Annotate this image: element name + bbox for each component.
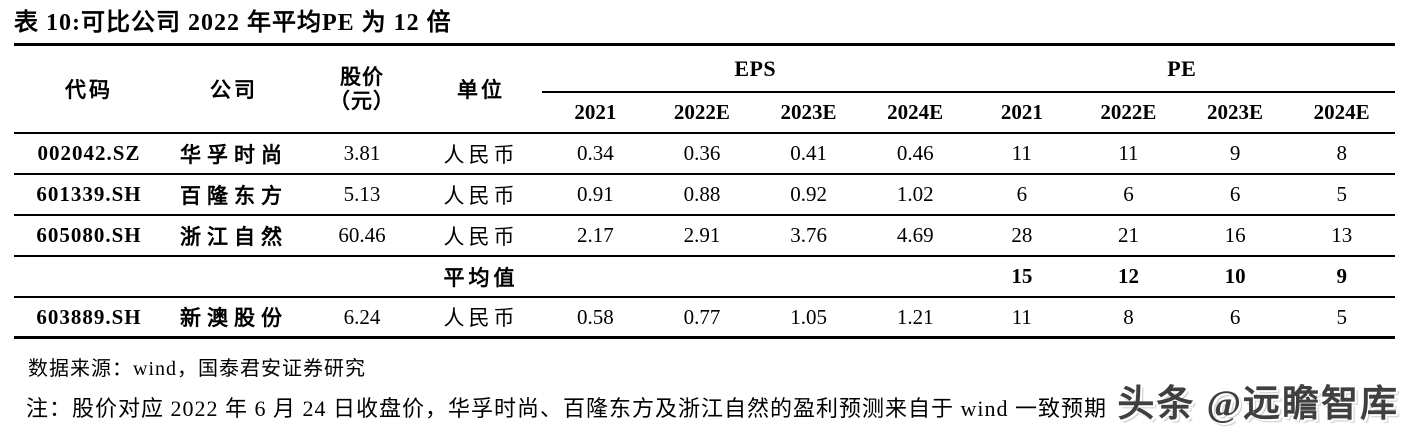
- cell-code: 601339.SH: [36, 182, 142, 206]
- cell-company: 百隆东方: [180, 183, 288, 208]
- cell-pe-2024e: 5: [1336, 182, 1347, 206]
- table-header: 代码 公司 股价 （元） 单位 EPS PE 2021 2022E 2023E …: [14, 46, 1395, 134]
- col-header-pe-2024e: 2024E: [1313, 100, 1370, 124]
- cell-eps-2024e: 1.21: [896, 304, 934, 329]
- col-header-eps-2021: 2021: [574, 100, 617, 124]
- table-title: 表 10:可比公司 2022 年平均PE 为 12 倍: [14, 10, 452, 36]
- cell-pe-2023e: 16: [1224, 223, 1246, 247]
- col-header-price-line2: （元）: [329, 89, 395, 113]
- col-header-pe-2023e: 2023E: [1207, 100, 1264, 124]
- cell-unit: 人民币: [443, 183, 519, 208]
- cell-eps-2022e: 2.91: [683, 223, 721, 247]
- col-header-price: 股价 （元）: [304, 46, 420, 132]
- cell-unit: 人民币: [443, 224, 519, 249]
- cell-pe-2021: 11: [1011, 304, 1032, 329]
- cell-eps-2022e: 0.36: [683, 141, 721, 165]
- col-header-eps-2022e: 2022E: [673, 100, 730, 124]
- cell-pe-2021: 28: [1011, 223, 1033, 247]
- cell-pe-2024e: 5: [1336, 304, 1347, 329]
- cell-eps-2023e: 3.76: [790, 223, 827, 247]
- cell-pe-2024e: 9: [1336, 264, 1347, 288]
- cell-unit: 人民币: [443, 142, 519, 167]
- cell-code: 002042.SZ: [37, 141, 141, 165]
- cell-price: 3.81: [343, 141, 381, 165]
- cell-average-label: 平均值: [443, 265, 519, 290]
- comparable-companies-table: 代码 公司 股价 （元） 单位 EPS PE 2021 2022E 2023E …: [14, 46, 1395, 339]
- col-header-eps-2023e: 2023E: [780, 100, 837, 124]
- col-group-pe: PE: [968, 46, 1395, 93]
- cell-eps-2022e: 0.88: [683, 182, 721, 206]
- col-header-pe-2022e: 2022E: [1100, 100, 1157, 124]
- cell-company: 新澳股份: [180, 306, 288, 330]
- cell-eps-2021: 0.91: [576, 182, 614, 206]
- cell-pe-2023e: 9: [1229, 141, 1241, 165]
- cell-pe-2023e: 10: [1224, 264, 1246, 288]
- cell-eps-2021: 2.17: [576, 223, 614, 247]
- cell-pe-2022e: 11: [1118, 141, 1139, 165]
- table-row: 605080.SH 浙江自然 60.46 人民币 2.17 2.91 3.76 …: [14, 216, 1395, 257]
- cell-pe-2023e: 6: [1229, 304, 1241, 329]
- cell-code: 605080.SH: [36, 223, 142, 247]
- cell-company: 华孚时尚: [180, 142, 288, 167]
- cell-company: 浙江自然: [180, 224, 288, 249]
- toutiao-watermark: 头条 @远瞻智库: [1117, 384, 1399, 425]
- cell-unit: 人民币: [443, 306, 519, 330]
- col-header-company: 公司: [210, 78, 258, 102]
- cell-eps-2023e: 0.41: [790, 141, 827, 165]
- table-row: 603889.SH 新澳股份 6.24 人民币 0.58 0.77 1.05 1…: [14, 298, 1395, 339]
- col-header-price-line1: 股价: [340, 65, 384, 89]
- cell-pe-2024e: 13: [1331, 223, 1353, 247]
- cell-eps-2021: 0.34: [576, 141, 614, 165]
- data-source-line: 数据来源：wind，国泰君安证券研究: [28, 358, 366, 380]
- cell-code: 603889.SH: [36, 304, 142, 329]
- cell-eps-2021: 0.58: [576, 304, 614, 329]
- cell-pe-2021: 15: [1011, 264, 1033, 288]
- cell-price: 6.24: [343, 304, 381, 329]
- cell-eps-2023e: 0.92: [790, 182, 827, 206]
- col-group-eps: EPS: [542, 46, 969, 93]
- cell-pe-2022e: 12: [1117, 264, 1139, 288]
- cell-eps-2023e: 1.05: [790, 304, 827, 329]
- footnote: 注：股价对应 2022 年 6 月 24 日收盘价，华孚时尚、百隆东方及浙江自然…: [26, 396, 1108, 421]
- table-row: 601339.SH 百隆东方 5.13 人民币 0.91 0.88 0.92 1…: [14, 175, 1395, 216]
- cell-pe-2021: 6: [1016, 182, 1028, 206]
- cell-eps-2024e: 4.69: [896, 223, 934, 247]
- cell-price: 60.46: [338, 223, 386, 247]
- cell-pe-2022e: 8: [1123, 304, 1134, 329]
- col-header-unit: 单位: [457, 78, 505, 102]
- cell-pe-2022e: 21: [1117, 223, 1139, 247]
- table-row-average: 平均值 15 12 10 9: [14, 257, 1395, 298]
- col-header-eps-2024e: 2024E: [887, 100, 944, 124]
- cell-eps-2024e: 0.46: [896, 141, 934, 165]
- table-row: 002042.SZ 华孚时尚 3.81 人民币 0.34 0.36 0.41 0…: [14, 134, 1395, 175]
- col-header-code: 代码: [65, 78, 113, 102]
- cell-pe-2021: 11: [1011, 141, 1032, 165]
- cell-price: 5.13: [343, 182, 381, 206]
- cell-eps-2022e: 0.77: [683, 304, 721, 329]
- cell-eps-2024e: 1.02: [896, 182, 934, 206]
- col-header-pe-2021: 2021: [1000, 100, 1043, 124]
- cell-pe-2022e: 6: [1123, 182, 1134, 206]
- title-divider: [14, 43, 1395, 46]
- cell-pe-2024e: 8: [1336, 141, 1347, 165]
- cell-pe-2023e: 6: [1229, 182, 1241, 206]
